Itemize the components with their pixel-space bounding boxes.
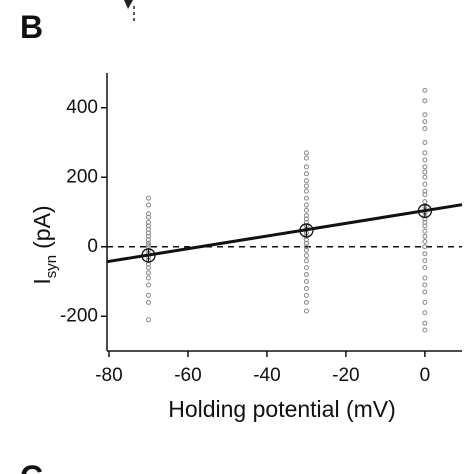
data-point — [303, 178, 309, 184]
data-point — [422, 223, 428, 229]
data-point — [145, 230, 151, 236]
data-point — [422, 251, 428, 257]
x-tick-label: 0 — [420, 365, 431, 386]
data-point — [303, 216, 309, 222]
panel-label: B — [20, 9, 43, 45]
data-point — [303, 292, 309, 298]
data-point — [303, 299, 309, 305]
data-point — [422, 320, 428, 326]
y-label-sub: syn — [43, 255, 60, 278]
data-point — [422, 299, 428, 305]
data-point — [145, 226, 151, 232]
data-point — [145, 282, 151, 288]
x-tick-label: -20 — [332, 365, 359, 386]
data-point — [145, 211, 151, 217]
data-point — [422, 164, 428, 170]
previous-panel-fragment — [124, 0, 133, 9]
data-point — [422, 219, 428, 225]
data-point — [303, 285, 309, 291]
data-point — [422, 228, 428, 234]
data-point — [145, 237, 151, 243]
data-point — [303, 279, 309, 284]
data-point — [422, 87, 428, 93]
data-point — [145, 202, 151, 208]
data-point — [422, 239, 428, 245]
x-tick-label: -40 — [253, 365, 280, 386]
data-point — [422, 150, 428, 156]
data-point — [303, 237, 309, 243]
y-tick-label: 200 — [66, 166, 98, 187]
data-point — [422, 119, 428, 125]
y-label-unit: (pA) — [29, 205, 55, 248]
data-point — [422, 112, 428, 118]
data-point — [303, 308, 309, 314]
data-point — [303, 171, 309, 177]
data-point — [422, 244, 428, 250]
data-point — [303, 195, 309, 201]
data-point — [303, 252, 309, 258]
data-point — [422, 174, 428, 180]
data-point — [422, 275, 428, 281]
data-point — [422, 98, 428, 104]
data-point — [303, 244, 309, 250]
data-point — [422, 310, 428, 316]
panel-label: C — [20, 459, 43, 474]
data-point — [303, 188, 309, 194]
x-tick-label: -80 — [95, 365, 122, 386]
data-point — [145, 275, 151, 281]
y-axis-label: Isyn (pA) — [29, 205, 60, 284]
y-tick-label: -200 — [60, 305, 98, 326]
data-point — [145, 292, 151, 298]
data-point — [145, 233, 151, 239]
data-point — [422, 258, 428, 264]
data-point — [303, 164, 309, 170]
y-tick-label: 400 — [66, 97, 98, 118]
data-point — [422, 199, 428, 205]
x-axis-label: Holding potential (mV) — [168, 396, 396, 422]
data-point — [145, 265, 151, 271]
x-tick-label: -60 — [174, 365, 201, 386]
data-point — [422, 265, 428, 271]
data-point — [422, 289, 428, 295]
data-point — [303, 258, 309, 264]
y-label-main: I — [29, 278, 55, 284]
data-point — [303, 183, 309, 189]
data-point — [145, 317, 151, 323]
data-point — [145, 270, 151, 276]
fit-line — [106, 203, 463, 264]
data-point — [145, 299, 151, 305]
data-point — [422, 157, 428, 163]
data-point — [303, 265, 309, 271]
data-point — [303, 202, 309, 208]
data-point — [303, 150, 309, 156]
data-point — [422, 282, 428, 288]
data-point — [303, 155, 309, 161]
data-point — [303, 207, 309, 213]
data-point — [422, 126, 428, 132]
y-tick-label: 0 — [87, 236, 98, 257]
data-point — [422, 327, 428, 333]
data-point — [303, 240, 309, 246]
data-point — [422, 188, 428, 194]
data-point — [303, 272, 309, 278]
data-point — [422, 181, 428, 187]
data-point — [145, 223, 151, 229]
data-point — [145, 195, 151, 201]
data-point — [145, 219, 151, 225]
data-point — [303, 212, 309, 218]
data-point — [145, 240, 151, 246]
data-point — [303, 247, 309, 253]
data-point — [145, 242, 151, 248]
data-point — [422, 233, 428, 239]
data-point — [145, 214, 151, 220]
data-point — [422, 169, 428, 175]
data-point — [422, 140, 428, 145]
data-point — [422, 192, 428, 198]
